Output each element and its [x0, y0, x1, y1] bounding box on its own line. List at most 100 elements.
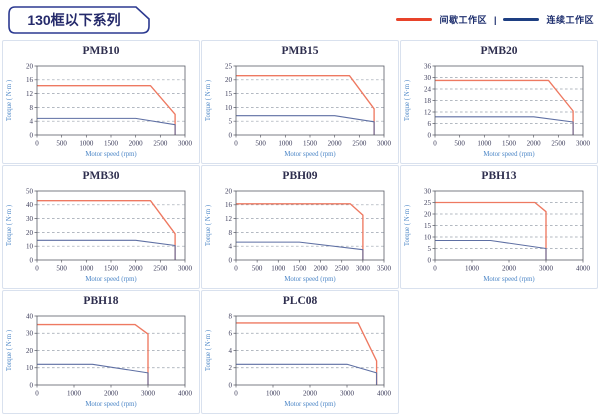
x-tick-label: 3000 [377, 140, 392, 148]
x-tick-label: 1000 [79, 265, 94, 273]
y-tick-label: 20 [424, 210, 432, 218]
y-tick-label: 16 [225, 201, 233, 209]
x-tick-label: 500 [252, 265, 263, 273]
continuous-zone-curve [435, 116, 574, 135]
continuous-zone-curve [236, 115, 375, 135]
y-tick-label: 10 [26, 243, 34, 251]
chart-title: PMB15 [281, 45, 319, 57]
x-axis-label: Motor speed (rpm) [85, 276, 136, 283]
y-tick-label: 40 [26, 201, 34, 209]
y-tick-label: 6 [428, 120, 432, 128]
x-tick-label: 1000 [67, 390, 82, 398]
legend-label-intermittent: 间歇工作区 [439, 15, 487, 25]
legend: 间歇工作区 | 连续工作区 [396, 13, 594, 26]
intermittent-zone-curve [435, 79, 574, 135]
x-tick-label: 0 [35, 140, 39, 148]
continuous-line-swatch [503, 18, 540, 21]
x-tick-label: 2000 [328, 140, 343, 148]
y-tick-label: 8 [30, 104, 34, 112]
y-tick-label: 20 [225, 76, 233, 84]
x-tick-label: 2500 [335, 265, 350, 273]
y-tick-label: 4 [229, 347, 233, 355]
x-tick-label: 2000 [104, 390, 119, 398]
x-tick-label: 2000 [527, 140, 542, 148]
x-axis-label: Motor speed (rpm) [85, 401, 136, 408]
y-tick-label: 0 [30, 381, 34, 389]
continuous-zone-curve [236, 241, 364, 260]
x-tick-label: 3000 [576, 140, 591, 148]
plot-border [235, 190, 385, 261]
intermittent-zone-curve [37, 85, 176, 135]
x-axis-label: Motor speed (rpm) [284, 401, 335, 408]
y-tick-label: 20 [26, 62, 34, 70]
chart-title: PBH13 [481, 170, 517, 182]
x-tick-label: 1500 [502, 140, 517, 148]
y-tick-label: 15 [424, 222, 432, 230]
x-tick-label: 0 [35, 265, 39, 273]
chart-canvas-pbh09: 0 4 8 12 16 20 0 500 1000 1500 2000 2500 3000 3500 Mot… [205, 187, 392, 283]
intermittent-line-swatch [396, 18, 433, 21]
x-tick-label: 2000 [314, 265, 329, 273]
y-tick-label: 0 [30, 256, 34, 264]
x-tick-label: 3000 [178, 265, 193, 273]
y-tick-label: 40 [26, 312, 34, 320]
y-tick-label: 0 [229, 381, 233, 389]
y-tick-label: 24 [424, 85, 432, 93]
chart-canvas-pmb10: 0 4 8 12 16 20 0 500 1000 1500 2000 2500 3000 Motor s… [6, 62, 193, 158]
chart-title: PMB10 [82, 45, 120, 57]
legend-label-continuous: 连续工作区 [546, 15, 594, 25]
y-tick-label: 25 [424, 199, 432, 207]
x-tick-label: 1000 [477, 140, 492, 148]
y-axis-label: Torque ( N·m ) [205, 80, 212, 121]
y-axis-label: Torque ( N·m ) [6, 205, 13, 246]
chart-title: PBH18 [83, 295, 119, 307]
x-tick-label: 1000 [266, 390, 281, 398]
y-tick-label: 15 [225, 90, 233, 98]
y-tick-label: 20 [225, 187, 233, 195]
x-tick-label: 4000 [576, 265, 591, 273]
empty-grid-cell [400, 290, 598, 414]
continuous-zone-curve [37, 239, 176, 260]
y-tick-label: 10 [424, 233, 432, 241]
chart-card-pbh13: PBH13 0 5 10 15 20 25 30 0 1000 2000 3000 4000 Motor … [400, 165, 598, 289]
x-tick-label: 0 [234, 140, 238, 148]
y-tick-label: 0 [229, 131, 233, 139]
y-axis-label: Torque ( N·m ) [6, 80, 13, 121]
y-axis-label: Torque ( N·m ) [404, 205, 411, 246]
x-tick-label: 2500 [153, 265, 168, 273]
continuous-zone-curve [435, 239, 547, 260]
x-tick-label: 2500 [352, 140, 367, 148]
x-tick-label: 4000 [178, 390, 193, 398]
y-tick-label: 30 [26, 330, 34, 338]
y-tick-label: 2 [229, 364, 233, 372]
y-tick-label: 6 [229, 330, 233, 338]
chart-canvas-pbh13: 0 5 10 15 20 25 30 0 1000 2000 3000 4000 Motor speed… [404, 187, 591, 283]
y-tick-label: 30 [424, 187, 432, 195]
y-tick-label: 50 [26, 187, 34, 195]
x-tick-label: 1500 [104, 265, 119, 273]
x-tick-label: 0 [234, 390, 238, 398]
x-tick-label: 3500 [377, 265, 392, 273]
y-tick-label: 0 [428, 256, 432, 264]
y-tick-label: 4 [229, 243, 233, 251]
intermittent-zone-curve [236, 203, 364, 260]
y-axis-label: Torque ( N·m ) [205, 330, 212, 371]
chart-canvas-plc08: 0 2 4 6 8 0 1000 2000 3000 4000 Motor speed (rpm) T… [205, 312, 392, 408]
chart-card-plc08: PLC08 0 2 4 6 8 0 1000 2000 3000 4000 Motor speed (… [201, 290, 399, 414]
x-tick-label: 4000 [377, 390, 392, 398]
y-tick-label: 5 [428, 245, 432, 253]
x-tick-label: 1000 [465, 265, 480, 273]
intermittent-zone-curve [236, 75, 375, 135]
chart-card-pmb30: PMB30 0 10 20 30 40 50 0 500 1000 1500 2000 2500 3000… [2, 165, 200, 289]
y-tick-label: 12 [225, 215, 233, 223]
y-tick-label: 20 [26, 347, 34, 355]
y-tick-label: 12 [26, 90, 34, 98]
series-title-shape: 130框以下系列 [8, 6, 150, 34]
intermittent-zone-curve [236, 322, 378, 385]
x-tick-label: 1500 [303, 140, 318, 148]
chart-card-pbh18: PBH18 0 10 20 30 40 0 1000 2000 3000 4000 Motor spe… [2, 290, 200, 414]
x-tick-label: 500 [454, 140, 465, 148]
y-axis-label: Torque ( N·m ) [205, 205, 212, 246]
x-axis-label: Motor speed (rpm) [85, 151, 136, 158]
y-tick-label: 10 [26, 364, 34, 372]
